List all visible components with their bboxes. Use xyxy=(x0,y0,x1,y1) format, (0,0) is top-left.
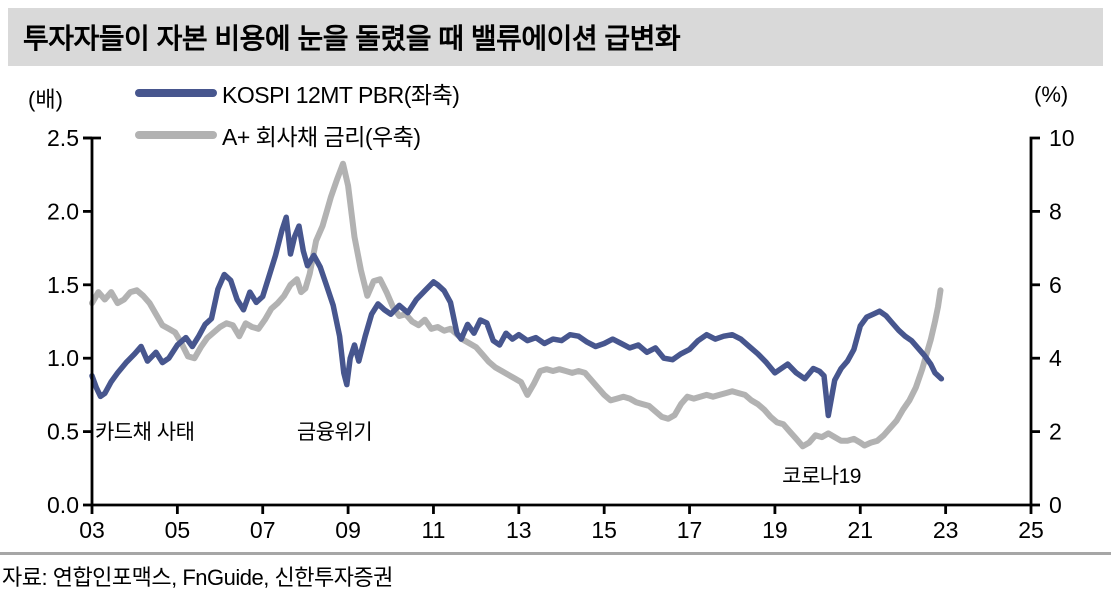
x-axis-tick-label: 07 xyxy=(250,517,276,543)
x-axis-tick-label: 05 xyxy=(165,517,191,543)
x-axis-tick-label: 15 xyxy=(591,517,617,543)
bond-yield-line xyxy=(89,160,944,450)
chart-title: 투자자들이 자본 비용에 눈을 돌렸을 때 밸류에이션 급변화 xyxy=(23,23,681,54)
right-axis-tick-label: 0 xyxy=(1049,492,1062,518)
x-axis-tick-label: 09 xyxy=(335,517,361,543)
x-axis-tick-label: 19 xyxy=(762,517,788,543)
left-axis-tick-label: 1.0 xyxy=(47,345,79,371)
annotation-코로나19: 코로나19 xyxy=(782,465,861,488)
source-text: 자료: 연합인포맥스, FnGuide, 신한투자증권 xyxy=(2,565,393,590)
left-axis-tick-label: 2.5 xyxy=(47,125,79,151)
x-axis-tick-label: 17 xyxy=(677,517,703,543)
left-axis-unit-label: (배) xyxy=(28,87,63,112)
left-axis-tick-label: 0.5 xyxy=(47,419,79,445)
bond-yield-line-swatch xyxy=(135,131,217,139)
right-axis-tick-label: 2 xyxy=(1049,419,1062,445)
right-axis-tick-label: 8 xyxy=(1049,198,1062,224)
left-axis-tick-label: 1.5 xyxy=(47,272,79,298)
left-axis-tick-label: 2.0 xyxy=(47,198,79,224)
right-axis-tick-label: 6 xyxy=(1049,272,1062,298)
kospi-pbr-line xyxy=(89,214,945,419)
x-axis-tick-label: 13 xyxy=(506,517,532,543)
legend-item-bond-yield: A+ 회사채 금리(우축) xyxy=(135,114,459,156)
legend-label-kospi-pbr: KOSPI 12MT PBR(좌축) xyxy=(222,82,460,108)
chart-title-bar: 투자자들이 자본 비용에 눈을 돌렸을 때 밸류에이션 급변화 xyxy=(8,8,1103,66)
legend-label-bond-yield: A+ 회사채 금리(우축) xyxy=(222,124,421,150)
kospi-pbr-line-swatch xyxy=(135,89,217,97)
x-axis-tick-label: 23 xyxy=(933,517,959,543)
x-axis-tick-label: 25 xyxy=(1018,517,1044,543)
source-divider xyxy=(0,552,1111,555)
right-axis-unit-label: (%) xyxy=(1034,82,1069,107)
chart-legend: KOSPI 12MT PBR(좌축) A+ 회사채 금리(우축) xyxy=(135,72,460,156)
right-axis-tick-label: 10 xyxy=(1049,125,1075,151)
x-axis-tick-label: 21 xyxy=(847,517,873,543)
legend-item-kospi-pbr: KOSPI 12MT PBR(좌축) xyxy=(135,72,460,114)
left-axis-tick-label: 0.0 xyxy=(47,492,79,518)
x-axis-tick-label: 11 xyxy=(422,517,446,543)
x-axis-tick-label: 03 xyxy=(79,517,105,543)
right-axis-tick-label: 4 xyxy=(1049,345,1062,371)
annotation-카드채 사태: 카드채 사태 xyxy=(95,421,194,444)
annotation-금융위기: 금융위기 xyxy=(297,421,372,444)
